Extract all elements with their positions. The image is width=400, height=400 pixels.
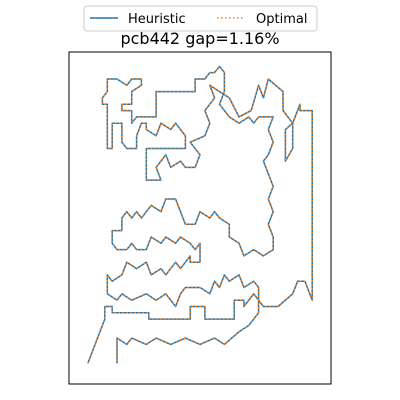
legend: Heuristic Optimal bbox=[83, 5, 318, 32]
legend-frame bbox=[83, 5, 318, 32]
legend-label-optimal: Optimal bbox=[256, 12, 307, 27]
chart-title: pcb442 gap=1.16% bbox=[120, 29, 279, 48]
series-layer bbox=[87, 65, 313, 364]
plot-area-frame bbox=[68, 51, 332, 385]
legend-label-heuristic: Heuristic bbox=[128, 12, 186, 27]
series-line-optimal bbox=[87, 65, 313, 364]
